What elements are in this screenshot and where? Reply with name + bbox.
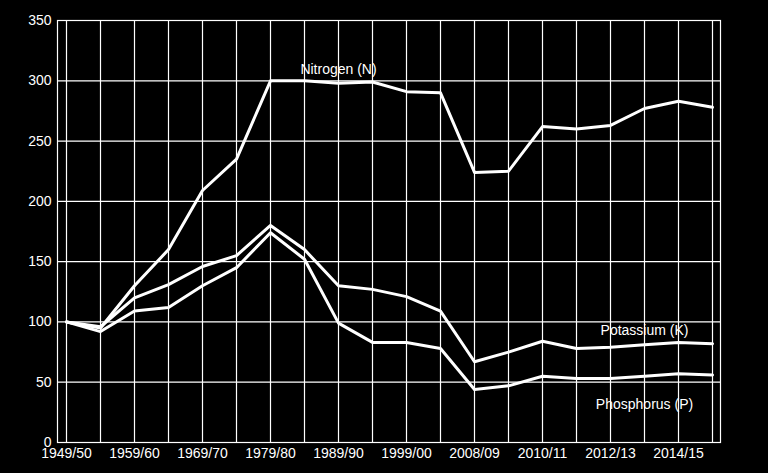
svg-text:200: 200 — [28, 193, 52, 209]
svg-text:1969/70: 1969/70 — [177, 445, 228, 461]
svg-text:1999/00: 1999/00 — [381, 445, 432, 461]
svg-text:1989/90: 1989/90 — [313, 445, 364, 461]
svg-text:350: 350 — [28, 12, 52, 28]
svg-text:100: 100 — [28, 313, 52, 329]
svg-text:2010/11: 2010/11 — [518, 445, 568, 461]
svg-text:250: 250 — [28, 133, 52, 149]
svg-text:300: 300 — [28, 72, 52, 88]
svg-text:2008/09: 2008/09 — [449, 445, 500, 461]
svg-text:50: 50 — [36, 374, 52, 390]
svg-text:1979/80: 1979/80 — [245, 445, 296, 461]
svg-text:1949/50: 1949/50 — [41, 445, 92, 461]
svg-text:1959/60: 1959/60 — [109, 445, 160, 461]
svg-text:2012/13: 2012/13 — [585, 445, 636, 461]
svg-text:150: 150 — [28, 253, 52, 269]
svg-text:2014/15: 2014/15 — [653, 445, 704, 461]
svg-text:Nitrogen (N): Nitrogen (N) — [300, 61, 376, 77]
svg-text:Potassium (K): Potassium (K) — [601, 322, 689, 338]
svg-text:0: 0 — [43, 434, 52, 450]
svg-text:Phosphorus (P): Phosphorus (P) — [596, 396, 693, 412]
